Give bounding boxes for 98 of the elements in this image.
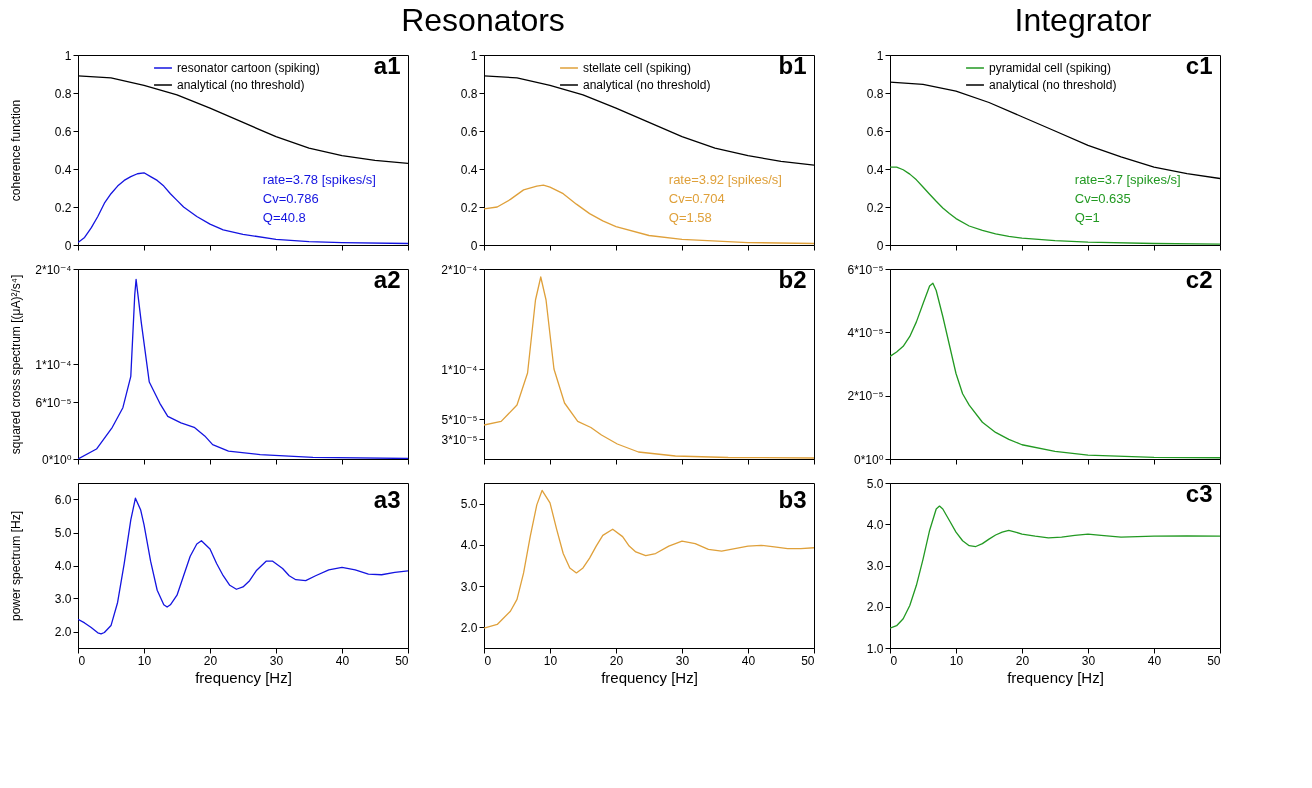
annotation: Q=40.8 <box>262 210 306 226</box>
x-tick-label: 30 <box>1081 653 1096 668</box>
y-tick-label: 1 <box>876 48 884 63</box>
y-tick-label: 0 <box>876 238 884 253</box>
y-tick-label: 2*10⁻⁵ <box>847 389 884 404</box>
y-tick-label: 5.0 <box>54 526 72 540</box>
annotation: Cv=0.786 <box>262 191 319 207</box>
y-tick-label: 6*10⁻⁵ <box>847 262 884 277</box>
x-tick-label: 50 <box>395 653 409 668</box>
annotation: rate=3.78 [spikes/s] <box>262 172 376 188</box>
y-tick-label: 5.0 <box>460 497 478 512</box>
y-tick-label: 0.2 <box>460 200 478 215</box>
x-axis-title: frequency [Hz] <box>195 668 292 686</box>
chart-title: a3 <box>373 486 401 513</box>
x-tick-label: 40 <box>335 653 350 668</box>
x-tick-label: 30 <box>675 653 690 668</box>
y-tick-label: 5*10⁻⁵ <box>441 412 478 427</box>
y-tick-label: 1.0 <box>866 641 884 656</box>
line-series <box>890 166 1220 245</box>
x-tick-label: 0 <box>78 653 86 668</box>
y-tick-label: 4*10⁻⁵ <box>847 325 884 340</box>
y-tick-label: 5.0 <box>866 476 884 491</box>
y-tick-label: 0.4 <box>460 162 478 177</box>
legend-label: analytical (no threshold) <box>177 78 305 92</box>
y-tick-label: 3*10⁻⁵ <box>441 432 478 447</box>
legend-label: pyramidal cell (spiking) <box>989 61 1112 75</box>
x-tick-label: 0 <box>484 653 492 668</box>
x-tick-label: 20 <box>609 653 624 668</box>
x-tick-label: 20 <box>203 653 218 668</box>
chart-title: a1 <box>373 52 401 79</box>
y-tick-label: 3.0 <box>866 559 884 573</box>
y-tick-label: 1*10⁻⁴ <box>35 357 72 372</box>
y-tick-label: 4.0 <box>866 517 884 532</box>
y-tick-label: 2*10⁻⁴ <box>35 262 72 277</box>
x-tick-label: 10 <box>543 653 558 668</box>
y-tick-label: 6.0 <box>54 493 72 507</box>
y-tick-label: 0.2 <box>866 200 884 215</box>
legend-label: analytical (no threshold) <box>989 78 1117 92</box>
line-series <box>484 489 814 629</box>
text: Resonators <box>401 2 565 38</box>
annotation: Cv=0.635 <box>1074 191 1131 207</box>
y-tick-label: 0*10⁰ <box>853 452 884 467</box>
annotation: Cv=0.704 <box>668 191 725 207</box>
y-tick-label: 0 <box>470 238 478 253</box>
y-tick-label: 0.8 <box>54 86 72 101</box>
chart-title: c2 <box>1185 266 1213 293</box>
x-tick-label: 50 <box>801 653 815 668</box>
y-tick-label: 4.0 <box>460 538 478 553</box>
annotation: Q=1.58 <box>668 210 712 226</box>
y-tick-label: 3.0 <box>54 592 72 606</box>
legend-label: resonator cartoon (spiking) <box>177 61 320 75</box>
x-tick-label: 10 <box>949 653 964 668</box>
y-tick-label: 0 <box>64 238 72 253</box>
y-tick-label: 2.0 <box>866 600 884 615</box>
y-tick-label: 6*10⁻⁵ <box>35 395 72 410</box>
x-tick-label: 20 <box>1015 653 1030 668</box>
y-tick-label: 2.0 <box>460 620 478 635</box>
x-tick-label: 30 <box>269 653 284 668</box>
annotation: Q=1 <box>1074 210 1100 226</box>
y-tick-label: 2*10⁻⁴ <box>441 262 478 277</box>
x-tick-label: 40 <box>1147 653 1162 668</box>
x-tick-label: 40 <box>741 653 756 668</box>
x-tick-label: 0 <box>890 653 898 668</box>
y-tick-label: 0.6 <box>460 124 478 139</box>
y-tick-label: 0.6 <box>54 124 72 139</box>
y-axis-title: power spectrum [Hz] <box>8 510 23 622</box>
y-axis-title: squared cross spectrum [(μA)²/s⁴] <box>8 274 23 455</box>
y-tick-label: 0.2 <box>54 200 72 215</box>
x-tick-label: 10 <box>137 653 152 668</box>
line-series <box>78 172 408 245</box>
y-tick-label: 2.0 <box>54 625 72 639</box>
y-tick-label: 0*10⁰ <box>41 452 72 467</box>
y-tick-label: 3.0 <box>460 579 478 594</box>
y-tick-label: 0.4 <box>54 162 72 177</box>
chart-title: c1 <box>1185 52 1213 79</box>
x-axis-title: frequency [Hz] <box>1007 668 1104 686</box>
y-axis-title: coherence function <box>8 99 23 202</box>
line-series <box>890 505 1220 629</box>
chart-title: b2 <box>778 266 807 293</box>
x-axis-title: frequency [Hz] <box>601 668 698 686</box>
chart-title: b3 <box>778 486 807 513</box>
y-tick-label: 1 <box>470 48 478 63</box>
y-tick-label: 1*10⁻⁴ <box>441 362 478 377</box>
chart-title: a2 <box>373 266 401 293</box>
legend-label: stellate cell (spiking) <box>583 61 692 75</box>
chart-title: c3 <box>1185 480 1213 507</box>
chart-title: b1 <box>778 52 807 79</box>
annotation: rate=3.7 [spikes/s] <box>1074 172 1181 188</box>
y-tick-label: 0.8 <box>460 86 478 101</box>
annotation: rate=3.92 [spikes/s] <box>668 172 782 188</box>
y-tick-label: 0.6 <box>866 124 884 139</box>
y-tick-label: 1 <box>64 48 72 63</box>
y-tick-label: 0.8 <box>866 86 884 101</box>
text: Integrator <box>1014 2 1152 38</box>
legend-label: analytical (no threshold) <box>583 78 711 92</box>
x-tick-label: 50 <box>1207 653 1221 668</box>
y-tick-label: 0.4 <box>866 162 884 177</box>
y-tick-label: 4.0 <box>54 559 72 573</box>
